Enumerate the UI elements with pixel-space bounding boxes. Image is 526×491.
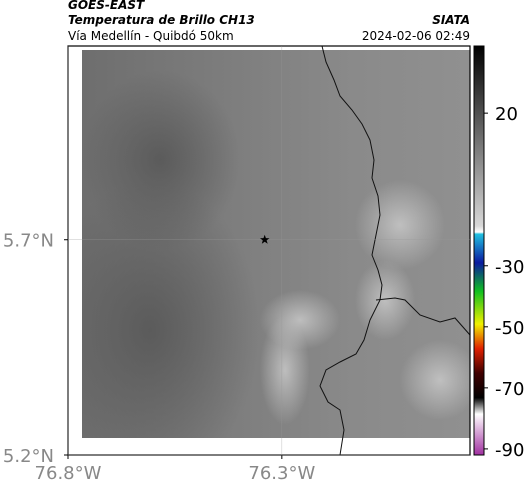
colorbar-tick-label: -30	[495, 257, 524, 278]
colorbar	[473, 45, 485, 456]
x-tick-label: 76.8°W	[35, 463, 102, 484]
colorbar-tick-label: -50	[495, 318, 524, 339]
product: Temperatura de Brillo CH13	[68, 13, 255, 27]
imagery	[82, 50, 470, 438]
borders	[319, 45, 471, 456]
colorbar-tick-label: -70	[495, 379, 524, 400]
satellite: GOES-EAST	[68, 0, 145, 12]
timestamp: 2024-02-06 02:49	[362, 29, 470, 43]
colorbar-tick-label: -90	[495, 440, 524, 461]
x-tick-label: 76.3°W	[248, 463, 315, 484]
location-marker	[260, 234, 270, 244]
colorbar-tick-label: 20	[495, 104, 518, 125]
agency: SIATA	[432, 13, 470, 27]
region: Vía Medellín - Quibdó 50km	[68, 29, 234, 43]
y-tick-label: 5.7°N	[3, 231, 54, 252]
y-tick-label: 5.2°N	[3, 446, 54, 467]
